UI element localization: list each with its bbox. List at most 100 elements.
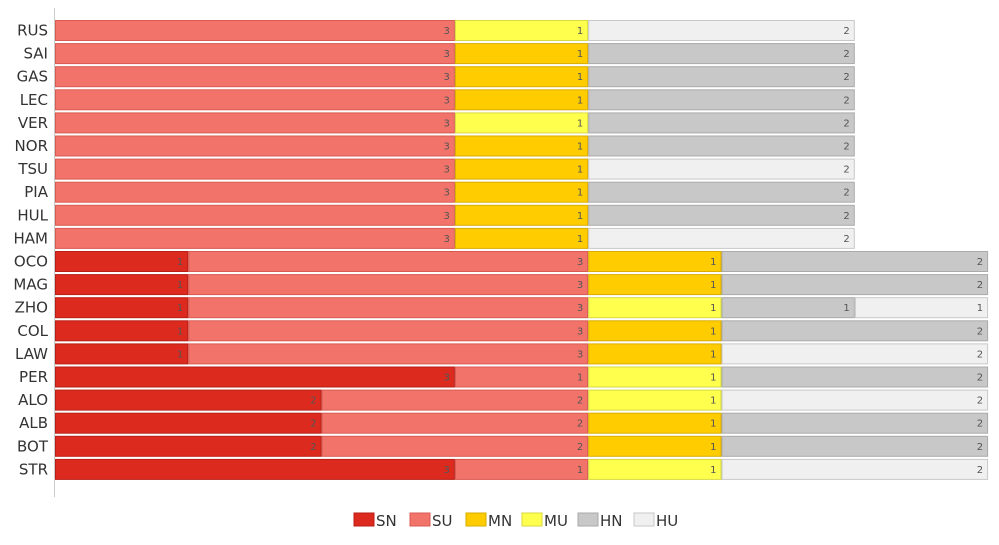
bar-segment-hu <box>721 458 989 480</box>
data-label: 3 <box>444 95 450 106</box>
bar-segment-su <box>188 343 589 365</box>
bar-segment-hn <box>588 135 855 157</box>
data-label: 1 <box>577 373 583 384</box>
bar-segment-mn <box>588 435 722 457</box>
bar-segment-sn <box>55 274 189 296</box>
data-label: 2 <box>843 118 849 129</box>
bar-segment-mn <box>454 43 589 65</box>
data-label: 2 <box>977 280 983 291</box>
data-label: 1 <box>577 95 583 106</box>
data-label: 2 <box>977 349 983 360</box>
data-label: 2 <box>310 396 316 407</box>
y-tick-label: ZHO <box>15 299 48 317</box>
bar-segment-hn <box>721 274 989 296</box>
bar-segment-mu <box>588 389 722 411</box>
data-label: 1 <box>577 142 583 153</box>
bar-segment-hn <box>588 204 855 226</box>
data-label: 1 <box>577 118 583 129</box>
data-label: 3 <box>444 188 450 199</box>
data-label: 1 <box>710 396 716 407</box>
data-label: 1 <box>577 234 583 245</box>
data-label: 2 <box>977 373 983 384</box>
bar-segment-su <box>55 20 455 41</box>
bar-segment-su <box>188 274 589 296</box>
data-label: 1 <box>177 349 183 360</box>
bar-segment-hu <box>721 343 989 365</box>
bar-segment-mn <box>588 251 722 272</box>
data-label: 1 <box>843 303 849 314</box>
bar-segment-mn <box>454 181 589 203</box>
bar-segment-mn <box>454 66 589 88</box>
y-tick-label: NOR <box>15 137 48 155</box>
bar-segment-hn <box>588 112 855 134</box>
legend: SN SU MN MU HN HU <box>353 512 678 530</box>
bar-segment-hn <box>588 43 855 65</box>
data-label: 3 <box>444 49 450 60</box>
y-tick-label: TSU <box>17 160 48 178</box>
legend-label-mu: MU <box>544 512 568 530</box>
data-label: 2 <box>843 142 849 153</box>
bar-segment-mn <box>454 227 589 249</box>
legend-label-mn: MN <box>488 512 512 530</box>
data-label: 1 <box>577 49 583 60</box>
data-label: 1 <box>577 188 583 199</box>
y-tick-label: VER <box>18 114 48 132</box>
bar-segment-hn <box>588 181 855 203</box>
data-label: 2 <box>977 326 983 337</box>
data-label: 1 <box>177 257 183 268</box>
y-tick-label: ALO <box>18 391 48 409</box>
bar-segment-su <box>55 135 455 157</box>
bar-segment-su <box>321 412 589 434</box>
bar-segment-hn <box>721 251 989 272</box>
bar-segment-sn <box>55 366 455 388</box>
bar-segment-sn <box>55 435 322 457</box>
legend-swatch-mn <box>465 512 487 527</box>
bar-segment-su <box>55 43 455 65</box>
data-label: 1 <box>577 211 583 222</box>
bar-segment-hn <box>721 297 855 319</box>
bar-segment-hu <box>721 389 989 411</box>
data-label: 3 <box>444 142 450 153</box>
bar-segment-su <box>321 389 589 411</box>
bar-segment-su <box>188 297 589 319</box>
data-label: 1 <box>710 303 716 314</box>
bar-segment-sn <box>55 320 189 342</box>
y-tick-label: PER <box>19 368 48 386</box>
data-label: 1 <box>177 303 183 314</box>
data-label: 2 <box>977 465 983 476</box>
data-label: 1 <box>710 257 716 268</box>
data-label: 2 <box>843 165 849 176</box>
bar-segment-hn <box>721 320 989 342</box>
bar-segment-su <box>55 204 455 226</box>
data-label: 2 <box>843 211 849 222</box>
y-tick-label: PIA <box>24 183 48 201</box>
data-label: 2 <box>310 419 316 430</box>
data-label: 3 <box>444 118 450 129</box>
data-label: 2 <box>977 419 983 430</box>
data-label: 3 <box>577 303 583 314</box>
y-tick-label: COL <box>17 322 48 340</box>
bar-segment-mu <box>454 112 589 134</box>
data-label: 3 <box>577 326 583 337</box>
data-label: 1 <box>710 349 716 360</box>
data-label: 1 <box>577 26 583 37</box>
bar-segment-hn <box>721 412 989 434</box>
bar-segment-mn <box>588 412 722 434</box>
y-tick-label: GAS <box>17 68 48 86</box>
bar-segment-hn <box>588 66 855 88</box>
data-label: 2 <box>977 396 983 407</box>
legend-label-su: SU <box>432 512 453 530</box>
data-label: 2 <box>843 26 849 37</box>
y-tick-label: SAI <box>24 45 49 63</box>
bar-segment-mu <box>454 20 589 41</box>
data-label: 2 <box>310 442 316 453</box>
bar-segment-su <box>55 158 455 180</box>
data-label: 1 <box>710 373 716 384</box>
data-label: 1 <box>710 465 716 476</box>
bar-segment-su <box>55 112 455 134</box>
bar-segment-su <box>188 251 589 272</box>
data-label: 3 <box>577 280 583 291</box>
data-label: 2 <box>843 188 849 199</box>
legend-label-hn: HN <box>600 512 623 530</box>
